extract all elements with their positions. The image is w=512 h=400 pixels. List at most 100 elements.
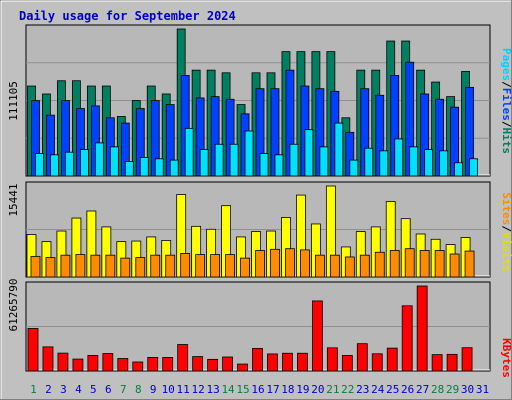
bar-pages [274,154,284,177]
bar-sites [30,255,41,278]
bar-kbytes [102,353,114,372]
bar-sites [105,254,116,278]
bar-sites [165,254,176,278]
day-label: 24 [371,383,385,396]
bar-sites [270,248,280,278]
day-label: 16 [251,383,264,396]
visits-max-label: 15441 [7,183,20,216]
legend-visits: Visits [500,232,512,272]
kbytes-panel [25,281,491,372]
bar-sites [90,254,101,278]
bar-kbytes [177,344,189,372]
legend-sep-3: / [500,225,512,232]
bar-kbytes [57,352,69,372]
bar-kbytes [27,328,39,372]
day-label: 13 [206,383,219,396]
bar-kbytes [162,357,174,372]
bar-sites [120,257,131,278]
day-label: 21 [326,383,339,396]
bar-pages [80,149,89,177]
hits-files-pages-panel [25,24,491,177]
legend-sep-1: / [500,81,512,88]
legend-hits: Hits [500,128,512,155]
bar-pages [289,143,299,177]
bar-sites [285,248,295,278]
bar-sites [45,257,56,278]
day-label: 1 [30,383,37,396]
day-label: 22 [341,383,354,396]
day-label: 7 [120,383,127,396]
bar-kbytes [341,355,353,372]
bar-kbytes [371,353,383,372]
bar-kbytes [386,347,398,372]
bar-pages [199,149,209,177]
day-label: 2 [45,383,52,396]
bar-sites [464,250,475,278]
day-label: 11 [177,383,190,396]
bar-kbytes [356,343,368,372]
legend-files: Files [500,88,512,121]
day-label: 12 [192,383,205,396]
day-label: 31 [476,383,489,396]
day-label: 8 [135,383,142,396]
day-label: 17 [266,383,279,396]
bar-pages [454,162,463,177]
day-label: 4 [75,383,82,396]
legend-sep-2: / [500,121,512,128]
legend-pages: Pages [500,48,512,81]
bar-sites [180,253,191,278]
bar-kbytes [311,300,323,372]
bar-kbytes [117,358,129,372]
bar-kbytes [282,352,293,372]
bar-pages [139,157,149,177]
bar-sites [359,254,370,278]
bar-sites [255,250,265,278]
bar-sites [329,254,340,278]
bar-pages [319,146,329,177]
bar-kbytes [297,352,308,372]
bar-pages [469,158,478,177]
bar-pages [169,159,179,177]
bar-pages [35,153,44,177]
bar-sites [225,254,235,278]
day-label: 10 [162,383,175,396]
bar-kbytes [446,353,458,372]
day-label: 18 [281,383,294,396]
legend-sites: Sites [500,192,512,225]
bar-sites [240,257,250,278]
bar-pages [394,138,404,177]
bar-sites [419,250,430,278]
bar-sites [449,253,460,278]
bar-kbytes [431,354,443,372]
day-label: 25 [386,383,399,396]
bar-pages [259,153,269,177]
day-label: 20 [311,383,324,396]
bar-sites [75,254,86,278]
bar-pages [50,154,59,177]
legend-hits-files-pages: Pages/Files/Hits [500,48,512,154]
bar-pages [349,159,359,177]
day-label: 15 [236,383,249,396]
day-label: 6 [105,383,112,396]
bar-pages [424,149,434,177]
bar-sites [195,254,206,278]
bar-kbytes [42,346,54,372]
bar-pages [184,127,194,177]
bar-pages [304,129,314,177]
bar-sites [300,249,310,278]
day-label: 14 [221,383,235,396]
bar-sites [344,256,355,278]
visits-sites-panel [25,181,491,278]
bar-pages [334,122,344,177]
bar-sites [434,250,445,278]
day-label: 5 [90,383,97,396]
bar-sites [374,251,385,278]
bar-pages [229,143,239,177]
bar-kbytes [401,305,413,372]
bar-pages [94,142,104,177]
legend-kbytes: KBytes [500,338,512,378]
bar-kbytes [237,363,248,372]
graph-title: Daily usage for September 2024 [19,9,236,23]
day-label: 3 [60,383,67,396]
